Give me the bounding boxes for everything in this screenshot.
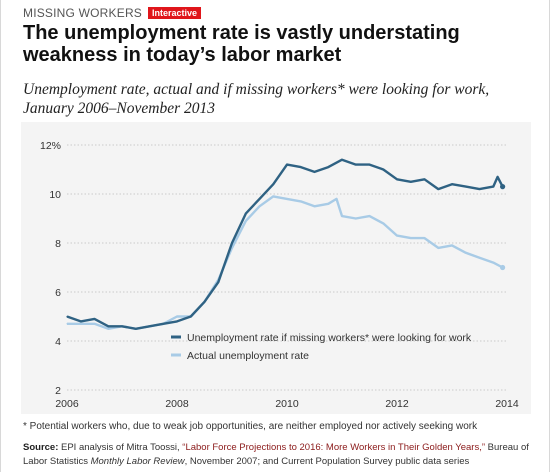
data-point (492, 186, 494, 188)
data-point (382, 222, 384, 224)
y-tick-label: 2 (55, 385, 61, 397)
data-point (465, 186, 467, 188)
data-point (396, 235, 398, 237)
kicker-row: MISSING WORKERS Interactive (23, 6, 202, 20)
legend-label: Unemployment rate if missing workers* we… (187, 332, 472, 344)
data-point (497, 176, 499, 178)
data-point (231, 247, 233, 249)
data-point (80, 320, 82, 322)
data-point (245, 220, 247, 222)
data-point (93, 318, 96, 320)
data-point (286, 164, 288, 166)
data-point (176, 320, 178, 322)
data-point (335, 198, 338, 200)
data-point (135, 328, 137, 330)
chart-subtitle: Unemployment rate, actual and if missing… (23, 81, 490, 117)
source-link[interactable]: “Labor Force Projections to 2016: More W… (182, 442, 486, 453)
source-note: Source: EPI analysis of Mitra Toossi, “L… (23, 441, 543, 469)
y-tick-label: 12% (40, 140, 61, 152)
x-tick-label: 2014 (495, 398, 519, 410)
data-point (382, 168, 384, 171)
source-text-3: , November 2007; and Current Population … (184, 456, 470, 467)
chart-area: 2 4 6 8 10 12% 2006 2008 2010 2012 2014 Unemploymen… (21, 122, 531, 414)
data-point (423, 237, 426, 239)
data-point (272, 195, 274, 197)
x-tick-label: 2006 (55, 398, 79, 410)
end-marker (500, 264, 506, 271)
data-point (107, 328, 109, 330)
y-tick-label: 4 (55, 336, 61, 348)
data-point (368, 164, 371, 166)
data-point (217, 281, 219, 283)
x-tick-label: 2008 (165, 398, 189, 410)
x-tick-label: 2012 (385, 398, 409, 410)
data-point (66, 323, 68, 325)
line-chart: 2 4 6 8 10 12% 2006 2008 2010 2012 2014 Unemploymen… (40, 140, 519, 410)
data-point (313, 205, 316, 207)
data-point (148, 325, 151, 327)
data-point (258, 205, 261, 207)
data-point (368, 215, 371, 217)
data-point (286, 198, 288, 200)
data-point (478, 188, 481, 190)
end-marker (500, 184, 506, 190)
data-point (300, 200, 302, 202)
data-point (80, 323, 82, 325)
data-point (203, 301, 206, 303)
data-point (272, 183, 274, 185)
data-point (423, 178, 426, 180)
data-point (451, 183, 453, 185)
data-point (355, 164, 357, 166)
data-point (93, 323, 96, 325)
y-tick-label: 8 (55, 238, 61, 250)
data-point (245, 213, 247, 215)
source-text-1: EPI analysis of Mitra Toossi, (58, 442, 183, 453)
data-point (231, 242, 233, 244)
data-point (190, 315, 192, 318)
data-point (313, 171, 316, 173)
x-tick-label: 2010 (275, 398, 299, 410)
data-point (465, 252, 467, 254)
series-line (66, 158, 504, 330)
data-point (327, 166, 329, 168)
footnote: * Potential workers who, due to weak job… (23, 421, 478, 432)
data-point (341, 215, 343, 217)
data-point (66, 315, 68, 318)
data-point (176, 315, 178, 318)
data-point (451, 244, 453, 246)
data-point (410, 237, 412, 239)
y-tick-label: 10 (49, 189, 61, 201)
data-point (121, 325, 123, 327)
data-point (492, 262, 494, 264)
data-point (355, 217, 357, 220)
data-point (258, 198, 261, 200)
data-point (341, 159, 343, 161)
data-point (162, 323, 164, 325)
interactive-badge[interactable]: Interactive (148, 7, 202, 19)
source-text-2: Bureau of Labor Statistics (23, 442, 529, 467)
legend-label: Actual unemployment rate (187, 350, 309, 362)
data-point (437, 188, 439, 190)
source-label: Source: (23, 442, 59, 453)
data-point (437, 247, 439, 249)
data-point (107, 325, 109, 327)
data-point (327, 203, 329, 205)
data-point (300, 166, 302, 168)
source-journal: Monthly Labor Review (90, 456, 185, 467)
y-tick-label: 6 (55, 287, 61, 299)
data-point (396, 178, 398, 180)
kicker-label: MISSING WORKERS (23, 6, 143, 20)
series-line (67, 195, 504, 330)
headline: The unemployment rate is vastly understa… (23, 22, 460, 66)
data-point (410, 181, 412, 183)
data-point (478, 257, 481, 259)
